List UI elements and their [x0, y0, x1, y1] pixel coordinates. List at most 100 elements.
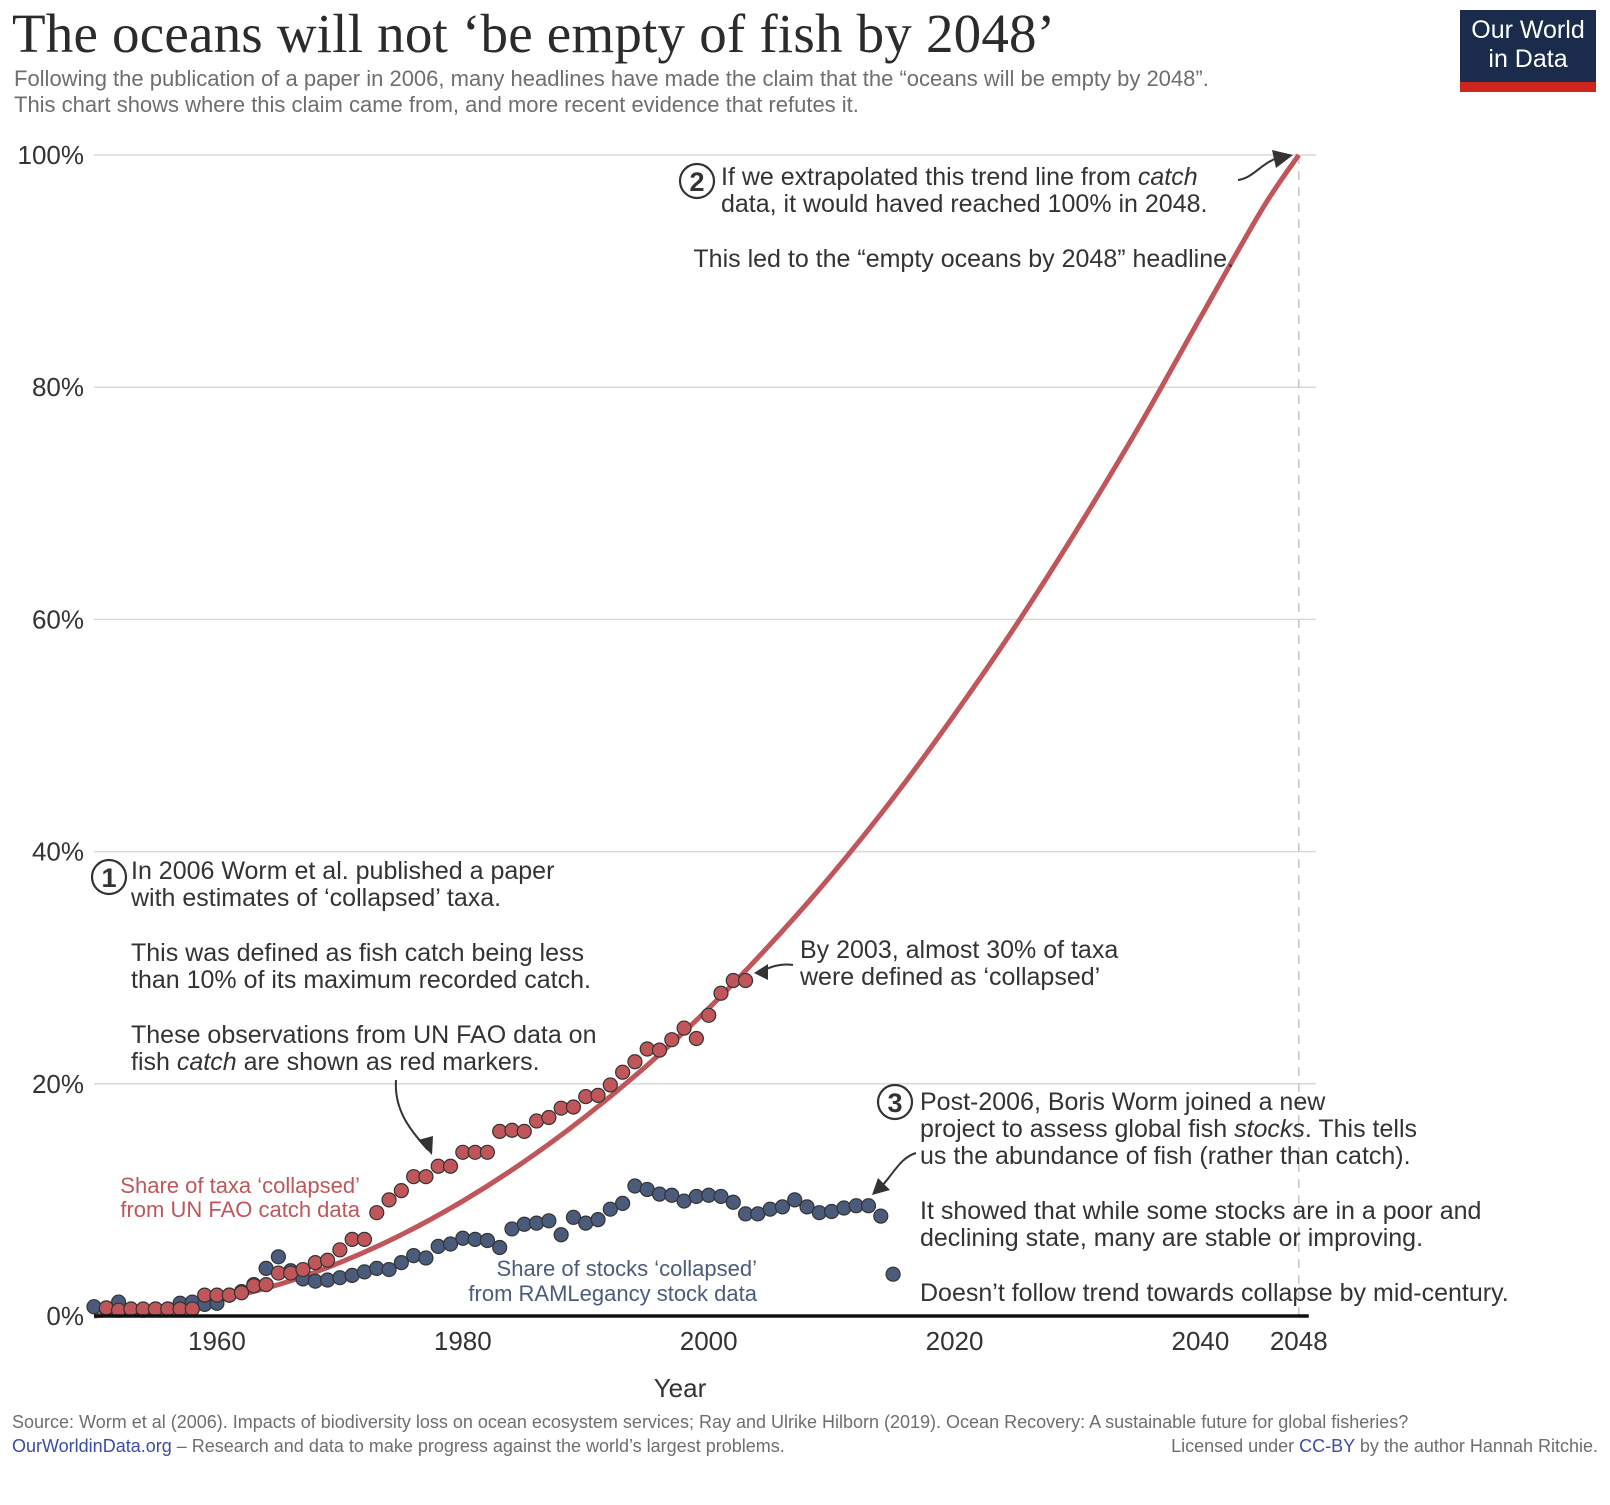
footer-source: Source: Worm et al (2006). Impacts of bi…	[12, 1412, 1409, 1432]
x-tick-label: 2040	[1172, 1326, 1230, 1356]
stocks-data-point	[393, 1254, 409, 1271]
gridlines	[94, 154, 1316, 1085]
stocks-data-point	[873, 1208, 889, 1224]
annotation-3-arrowhead-icon	[872, 1178, 890, 1195]
x-tick-label: 1980	[434, 1326, 492, 1356]
cc-by-link[interactable]: CC-BY	[1299, 1436, 1355, 1456]
stocks-data-point	[381, 1261, 397, 1278]
catch-data-point	[701, 1007, 717, 1023]
stocks-data-point	[836, 1200, 852, 1216]
stocks-data-point	[787, 1192, 803, 1208]
annotation-2: 2 If we extrapolated this trend line fro…	[678, 150, 1293, 273]
stocks-data-point	[430, 1238, 446, 1254]
annotation-3-arrow	[879, 1152, 917, 1189]
stocks-data-point	[442, 1236, 459, 1252]
y-tick-label: 40%	[32, 837, 84, 867]
stocks-series-label-2: from RAMLegancy stock data	[468, 1281, 757, 1306]
x-tick-label: 2048	[1270, 1326, 1328, 1356]
catch-data-point	[541, 1109, 557, 1126]
stocks-series-label-1: Share of stocks ‘collapsed’	[497, 1256, 757, 1281]
annotation-3-line-3: us the abundance of fish (rather than ca…	[920, 1142, 1411, 1170]
annotation-2003: By 2003, almost 30% of taxa were defined…	[754, 936, 1118, 991]
annotation-2-arrowhead-icon	[1272, 150, 1293, 168]
x-axis-ticks: 1960 1980 2000 2020 2040 2048	[188, 1326, 1328, 1356]
stocks-data-point	[602, 1201, 618, 1217]
stocks-data-point	[406, 1248, 422, 1264]
stocks-data-point	[541, 1213, 557, 1229]
annotation-2003-line-1: By 2003, almost 30% of taxa	[800, 936, 1118, 964]
catch-data-point	[356, 1231, 373, 1247]
catch-data-point	[98, 1300, 114, 1316]
annotation-3-line-4: It showed that while some stocks are in …	[920, 1197, 1481, 1225]
annotation-1-line-5: These observations from UN FAO data on	[131, 1021, 597, 1049]
catch-data-point	[369, 1205, 385, 1221]
y-tick-label: 80%	[32, 372, 84, 402]
annotation-3-line-5: declining state, many are stable or impr…	[920, 1224, 1423, 1252]
annotation-number-3: 3	[887, 1088, 902, 1118]
catch-series-label-2: from UN FAO catch data	[120, 1197, 360, 1222]
logo-accent-bar	[1460, 82, 1596, 92]
annotation-1-line-3: This was defined as fish catch being les…	[131, 939, 584, 967]
owid-logo[interactable]: Our World in Data	[1460, 10, 1596, 92]
annotation-1-line-6: fish catch are shown as red markers.	[131, 1048, 540, 1076]
stocks-data-point	[860, 1198, 877, 1214]
logo-line-1: Our World	[1471, 16, 1585, 44]
catch-data-point	[713, 985, 729, 1001]
annotation-number-2: 2	[689, 167, 704, 197]
annotation-2-line-2: data, it would haved reached 100% in 204…	[721, 190, 1207, 218]
license-post: by the author Hannah Ritchie.	[1354, 1436, 1598, 1456]
owid-link[interactable]: OurWorldinData.org	[12, 1436, 172, 1456]
annotation-number-circle-2	[678, 162, 716, 200]
catch-data-point	[516, 1123, 532, 1140]
annotation-1: 1 In 2006 Worm et al. published a paper …	[90, 857, 597, 1155]
x-tick-label: 2000	[680, 1326, 738, 1356]
annotation-3: 3 Post-2006, Boris Worm joined a new pro…	[872, 1083, 1509, 1307]
logo-line-2: in Data	[1488, 45, 1568, 73]
annotation-2003-arrowhead-icon	[754, 964, 768, 980]
footer-tagline: – Research and data to make progress aga…	[171, 1436, 785, 1456]
y-tick-label: 60%	[32, 604, 84, 634]
catch-data-point	[590, 1087, 606, 1104]
stocks-data-point	[270, 1249, 287, 1265]
y-axis-ticks: 0% 20% 40% 60% 80% 100%	[18, 140, 85, 1331]
annotation-3-line-6: Doesn’t follow trend towards collapse by…	[920, 1279, 1509, 1307]
x-tick-label: 2020	[926, 1326, 984, 1356]
catch-data-point	[319, 1252, 336, 1268]
stocks-data-point	[492, 1239, 508, 1256]
stocks-data-point	[713, 1188, 729, 1205]
catch-data-point	[381, 1192, 397, 1208]
catch-data-point	[565, 1099, 582, 1115]
y-tick-label: 20%	[32, 1069, 84, 1099]
catch-data-point	[258, 1277, 274, 1293]
footer-site: OurWorldinData.org – Research and data t…	[12, 1436, 785, 1457]
annotation-3-line-1: Post-2006, Boris Worm joined a new	[920, 1088, 1326, 1116]
annotation-1-line-2: with estimates of ‘collapsed’ taxa.	[130, 884, 501, 912]
catch-data-point	[393, 1183, 409, 1199]
annotation-1-arrowhead-icon	[418, 1136, 433, 1155]
stocks-data-point	[774, 1199, 791, 1215]
stocks-data-point	[553, 1227, 569, 1243]
annotation-1-line-1: In 2006 Worm et al. published a paper	[131, 857, 554, 885]
stocks-data-point	[479, 1232, 495, 1249]
annotation-number-circle-3	[876, 1083, 914, 1121]
catch-data-point	[627, 1054, 643, 1070]
annotation-number-circle-1	[90, 858, 128, 896]
catch-data-point	[442, 1158, 459, 1174]
trend-line	[93, 153, 1301, 1319]
stocks-data-point	[615, 1195, 631, 1211]
catch-data-point	[307, 1254, 323, 1271]
y-tick-label: 0%	[46, 1301, 84, 1331]
catch-data-point	[651, 1042, 668, 1058]
stocks-data-point	[799, 1199, 815, 1215]
stocks-data-point	[664, 1187, 680, 1203]
catch-series-label-1: Share of taxa ‘collapsed’	[120, 1173, 360, 1198]
catch-data-point	[615, 1064, 631, 1080]
catch-data-point	[418, 1169, 434, 1185]
annotation-number-1: 1	[101, 863, 116, 893]
stocks-data-point	[590, 1212, 606, 1228]
catch-data-point	[602, 1077, 618, 1093]
chart-title: The oceans will not ‘be empty of fish by…	[12, 3, 1056, 64]
annotation-3-line-2: project to assess global fish stocks. Th…	[920, 1115, 1417, 1143]
annotation-1-line-4: than 10% of its maximum recorded catch.	[131, 966, 591, 994]
